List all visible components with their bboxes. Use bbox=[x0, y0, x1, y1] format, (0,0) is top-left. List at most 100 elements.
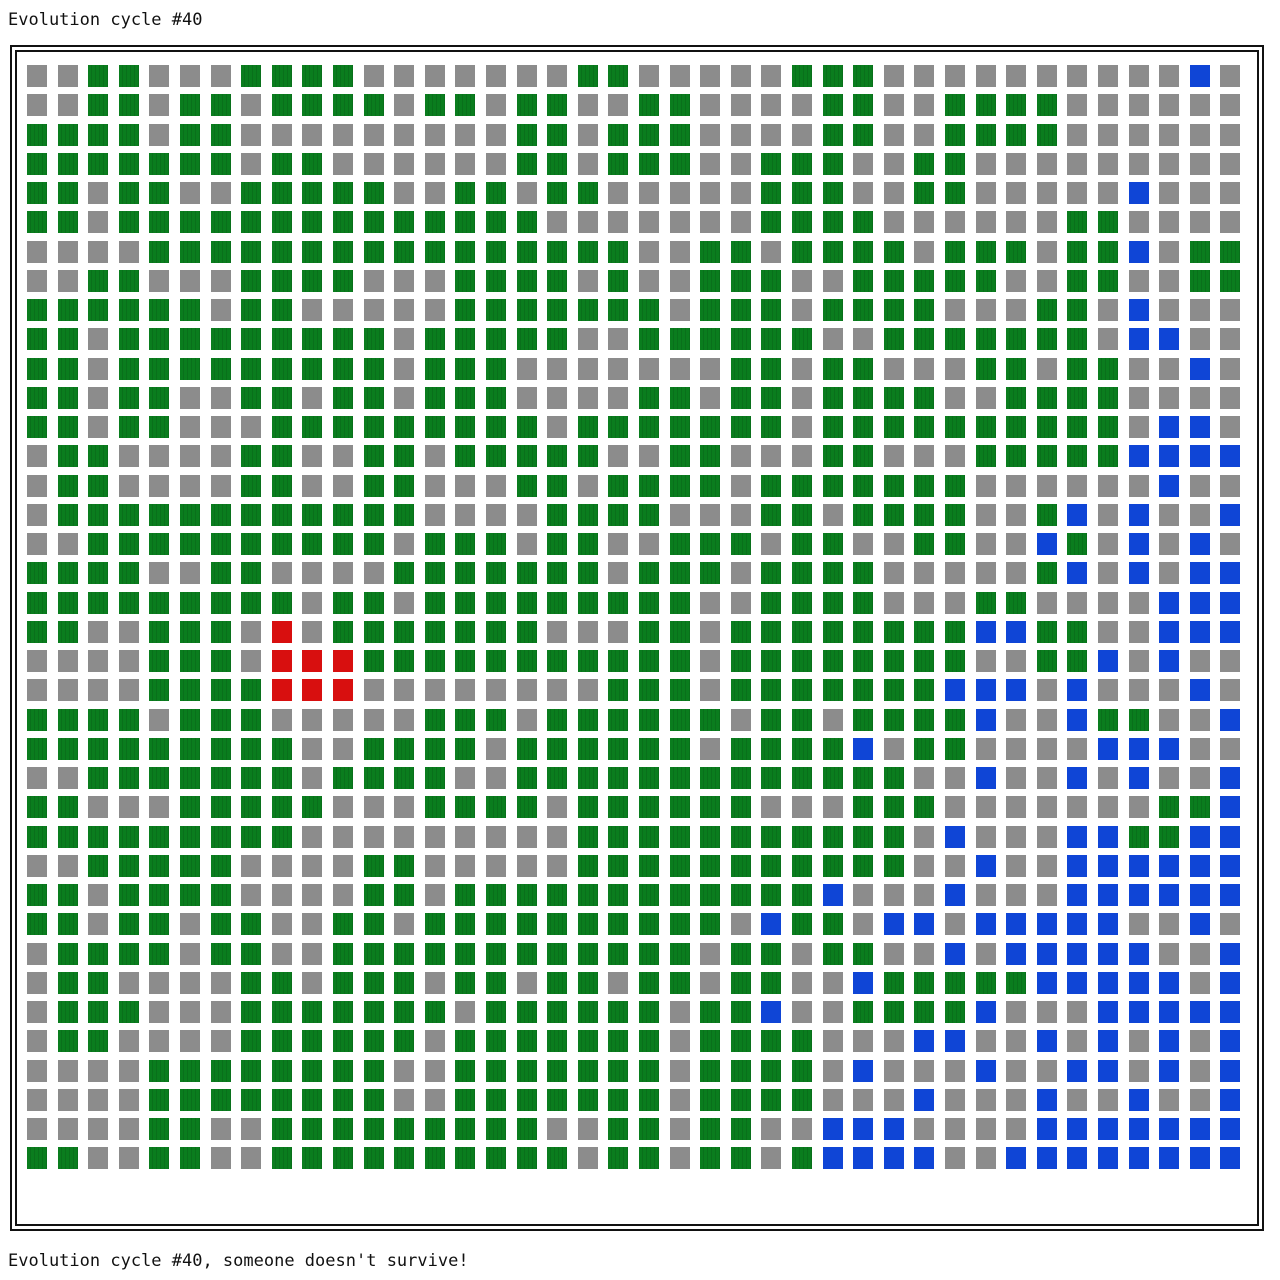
forest-cell bbox=[639, 504, 659, 526]
empty-cell bbox=[119, 475, 139, 497]
forest-cell bbox=[1098, 270, 1118, 292]
forest-cell bbox=[1159, 796, 1179, 818]
empty-cell bbox=[1220, 94, 1240, 116]
water-cell bbox=[1037, 1147, 1057, 1169]
forest-cell bbox=[976, 124, 996, 146]
forest-cell bbox=[272, 387, 292, 409]
empty-cell bbox=[1220, 475, 1240, 497]
forest-cell bbox=[914, 533, 934, 555]
empty-cell bbox=[1220, 387, 1240, 409]
forest-cell bbox=[884, 1001, 904, 1023]
empty-cell bbox=[333, 709, 353, 731]
forest-cell bbox=[302, 241, 322, 263]
forest-cell bbox=[486, 182, 506, 204]
forest-cell bbox=[945, 1001, 965, 1023]
forest-cell bbox=[670, 416, 690, 438]
forest-cell bbox=[58, 358, 78, 380]
forest-cell bbox=[149, 943, 169, 965]
forest-cell bbox=[823, 533, 843, 555]
water-cell bbox=[1129, 328, 1149, 350]
water-cell bbox=[914, 1089, 934, 1111]
empty-cell bbox=[1220, 211, 1240, 233]
forest-cell bbox=[394, 767, 414, 789]
empty-cell bbox=[731, 94, 751, 116]
empty-cell bbox=[792, 358, 812, 380]
empty-cell bbox=[486, 679, 506, 701]
empty-cell bbox=[88, 358, 108, 380]
empty-cell bbox=[700, 358, 720, 380]
forest-cell bbox=[945, 972, 965, 994]
empty-cell bbox=[486, 153, 506, 175]
forest-cell bbox=[914, 709, 934, 731]
forest-cell bbox=[455, 1118, 475, 1140]
forest-cell bbox=[578, 504, 598, 526]
water-cell bbox=[976, 621, 996, 643]
forest-cell bbox=[211, 913, 231, 935]
forest-cell bbox=[608, 1001, 628, 1023]
empty-cell bbox=[27, 1060, 47, 1082]
forest-cell bbox=[823, 299, 843, 321]
forest-cell bbox=[1037, 650, 1057, 672]
forest-cell bbox=[823, 913, 843, 935]
empty-cell bbox=[1159, 153, 1179, 175]
water-cell bbox=[1037, 1089, 1057, 1111]
water-cell bbox=[1129, 182, 1149, 204]
water-cell bbox=[1159, 1001, 1179, 1023]
forest-cell bbox=[792, 738, 812, 760]
forest-cell bbox=[241, 1060, 261, 1082]
forest-cell bbox=[333, 65, 353, 87]
water-cell bbox=[1190, 621, 1210, 643]
water-cell bbox=[976, 913, 996, 935]
empty-cell bbox=[914, 1118, 934, 1140]
forest-cell bbox=[88, 153, 108, 175]
forest-cell bbox=[517, 1089, 537, 1111]
forest-cell bbox=[639, 1089, 659, 1111]
empty-cell bbox=[394, 299, 414, 321]
forest-cell bbox=[364, 416, 384, 438]
forest-cell bbox=[517, 299, 537, 321]
forest-cell bbox=[241, 533, 261, 555]
empty-cell bbox=[976, 650, 996, 672]
forest-cell bbox=[1067, 416, 1087, 438]
empty-cell bbox=[302, 972, 322, 994]
water-cell bbox=[1159, 621, 1179, 643]
forest-cell bbox=[914, 387, 934, 409]
forest-cell bbox=[547, 1001, 567, 1023]
forest-cell bbox=[1006, 124, 1026, 146]
empty-cell bbox=[119, 241, 139, 263]
forest-cell bbox=[578, 182, 598, 204]
empty-cell bbox=[1098, 533, 1118, 555]
forest-cell bbox=[119, 884, 139, 906]
forest-cell bbox=[578, 826, 598, 848]
empty-cell bbox=[608, 621, 628, 643]
forest-cell bbox=[486, 270, 506, 292]
forest-cell bbox=[1037, 562, 1057, 584]
empty-cell bbox=[914, 1060, 934, 1082]
forest-cell bbox=[608, 416, 628, 438]
forest-cell bbox=[823, 650, 843, 672]
forest-cell bbox=[272, 241, 292, 263]
forest-cell bbox=[853, 650, 873, 672]
empty-cell bbox=[364, 153, 384, 175]
forest-cell bbox=[823, 767, 843, 789]
empty-cell bbox=[1190, 1089, 1210, 1111]
empty-cell bbox=[58, 767, 78, 789]
empty-cell bbox=[976, 1118, 996, 1140]
forest-cell bbox=[119, 943, 139, 965]
empty-cell bbox=[272, 709, 292, 731]
empty-cell bbox=[853, 533, 873, 555]
empty-cell bbox=[272, 562, 292, 584]
forest-cell bbox=[945, 270, 965, 292]
creature-cell bbox=[272, 621, 292, 643]
empty-cell bbox=[1129, 1060, 1149, 1082]
water-cell bbox=[761, 1001, 781, 1023]
forest-cell bbox=[700, 1030, 720, 1052]
water-cell bbox=[1098, 1001, 1118, 1023]
forest-cell bbox=[58, 1001, 78, 1023]
forest-cell bbox=[211, 562, 231, 584]
empty-cell bbox=[639, 270, 659, 292]
empty-cell bbox=[58, 679, 78, 701]
forest-cell bbox=[792, 855, 812, 877]
forest-cell bbox=[700, 270, 720, 292]
forest-cell bbox=[700, 1118, 720, 1140]
